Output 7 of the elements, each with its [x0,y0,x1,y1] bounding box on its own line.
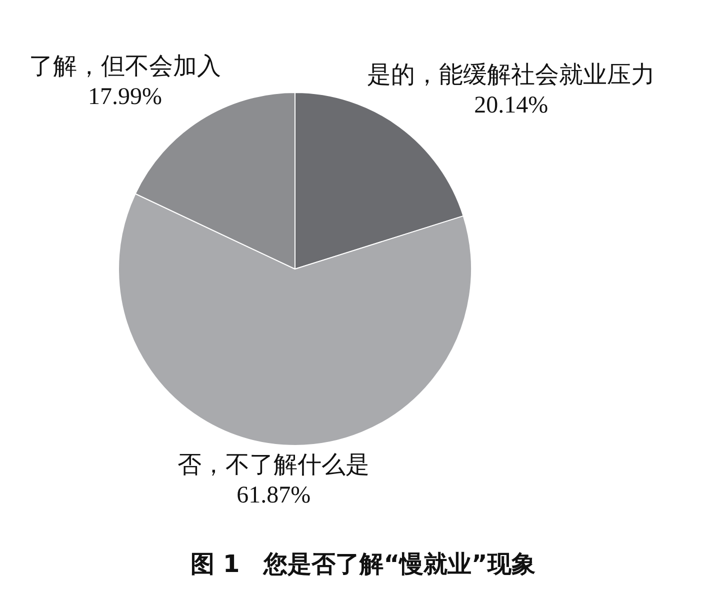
data-label: 20.14% [474,92,548,119]
slice-label: 是的，能缓解社会就业压力 [367,62,656,89]
slice-label: 否，不了解什么是 [178,452,370,478]
data-label: 61.87% [236,482,311,508]
slice-label: 了解，但不会加入 [28,53,221,80]
data-label: 17.99% [88,84,162,110]
text: 图 1 您是否了解“慢就业”现象 [190,549,536,580]
